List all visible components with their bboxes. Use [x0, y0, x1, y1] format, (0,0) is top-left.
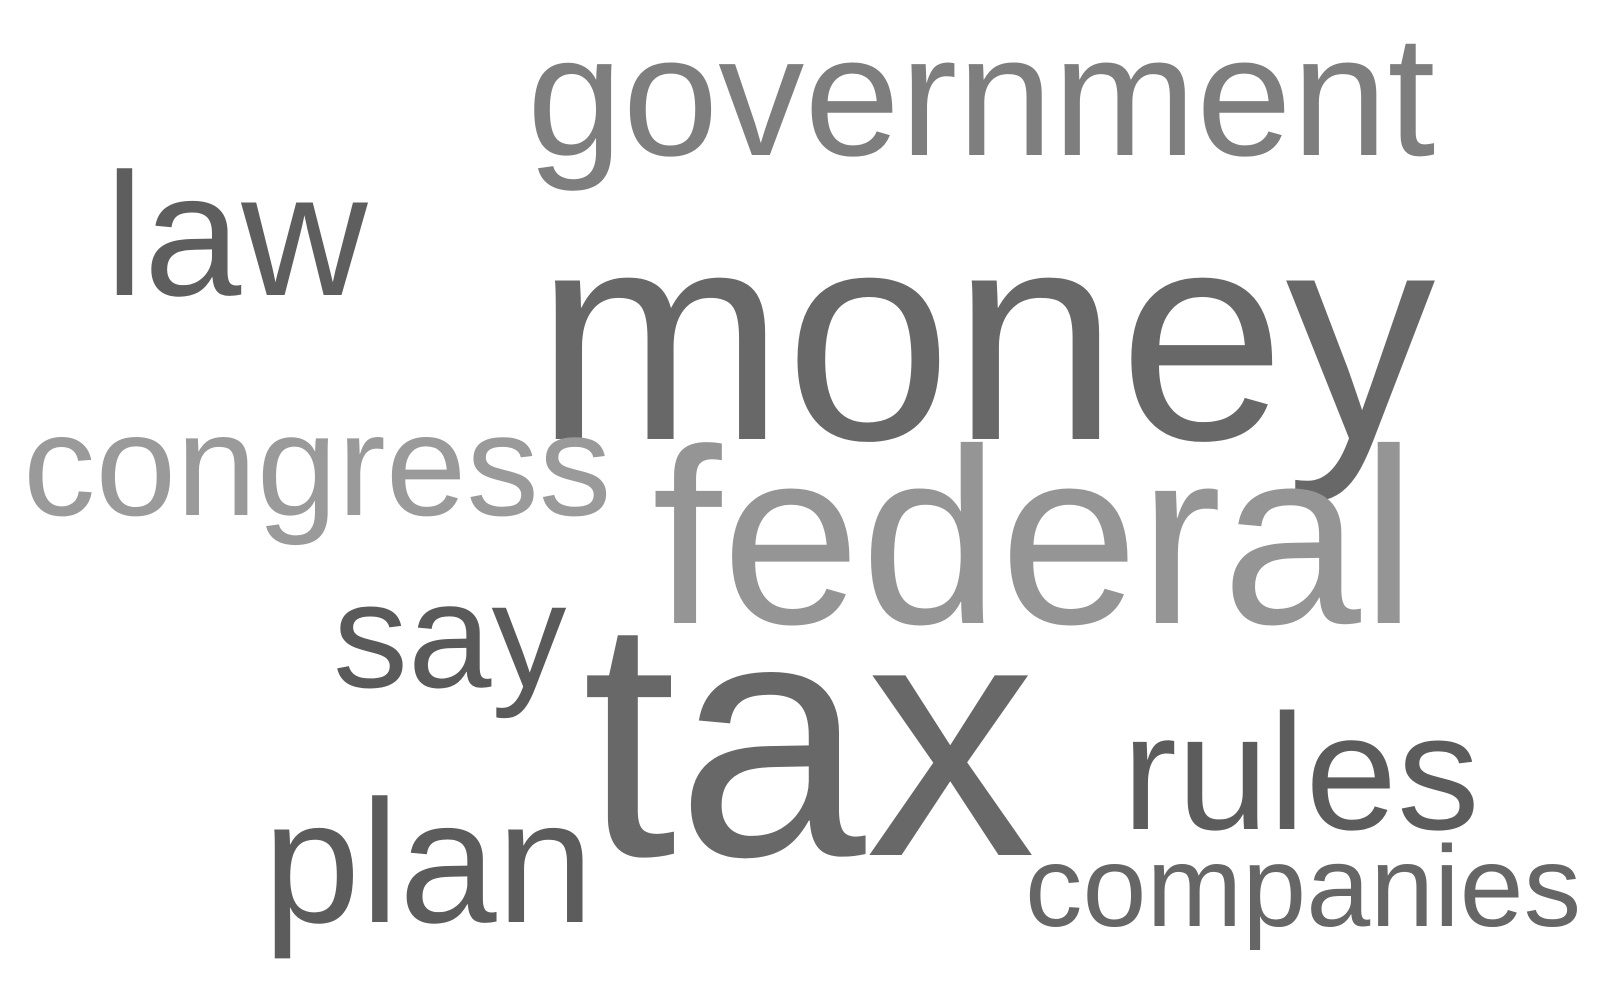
- word-law: law: [105, 138, 368, 333]
- word-companies: companies: [1025, 823, 1582, 951]
- word-congress: congress: [23, 384, 612, 546]
- word-money: money: [535, 167, 1436, 503]
- word-plan: plan: [263, 765, 594, 960]
- word-federal: federal: [652, 397, 1417, 676]
- word-rules: rules: [1122, 680, 1480, 864]
- word-government: government: [527, 0, 1436, 192]
- word-tax: tax: [582, 548, 1036, 928]
- word-say: say: [333, 551, 567, 719]
